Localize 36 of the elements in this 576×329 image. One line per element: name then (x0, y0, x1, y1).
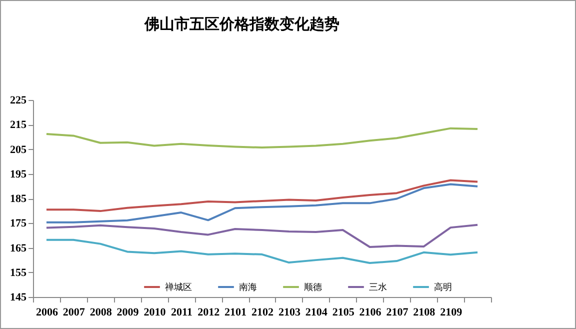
y-tick-label: 185 (10, 193, 27, 205)
x-tick-label: 2107 (386, 306, 409, 318)
x-tick-label: 2010 (144, 306, 166, 318)
legend-label: 南海 (239, 282, 257, 293)
x-tick-label: 2105 (332, 306, 355, 318)
x-tick-label: 2009 (116, 306, 140, 318)
x-tick-label: 2102 (252, 306, 274, 318)
y-tick-label: 165 (10, 242, 27, 254)
x-tick-label: 2007 (62, 306, 86, 318)
y-tick-label: 155 (10, 266, 27, 279)
y-tick-label: 145 (10, 292, 27, 304)
x-tick-label: 2104 (305, 306, 328, 318)
x-tick-label: 2012 (198, 306, 220, 318)
x-tick-label: 2103 (278, 306, 301, 318)
x-tick-label: 2101 (224, 306, 247, 318)
legend-label: 顺德 (304, 282, 322, 293)
y-tick-label: 225 (10, 94, 27, 106)
x-tick-label: 2108 (413, 306, 436, 318)
line-series (45, 179, 479, 212)
x-tick-label: 2006 (36, 306, 58, 318)
line-series (45, 238, 479, 264)
x-tick-label: 2109 (440, 306, 463, 318)
y-tick-label: 175 (10, 218, 27, 230)
line-series (45, 183, 479, 224)
x-tick-label: 2011 (170, 306, 192, 318)
y-tick-label: 195 (10, 168, 27, 180)
y-tick-label: 215 (10, 119, 27, 132)
legend-label: 高明 (434, 282, 452, 293)
chart-title: 佛山市五区价格指数变化趋势 (144, 15, 340, 33)
x-tick-label: 2008 (90, 306, 112, 318)
legend-label: 禅城区 (165, 282, 192, 293)
line-series (45, 224, 479, 248)
line-series (45, 127, 479, 149)
x-tick-label: 2106 (359, 306, 382, 318)
legend-label: 三水 (369, 282, 387, 293)
y-tick-label: 205 (10, 144, 27, 156)
